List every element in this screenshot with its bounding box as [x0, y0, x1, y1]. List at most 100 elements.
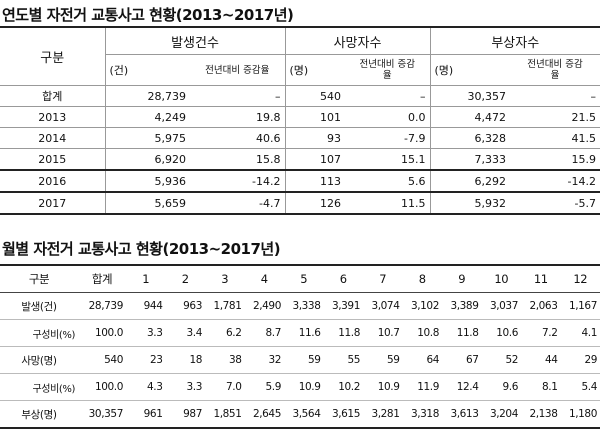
data-cell: 3,318 [402, 400, 442, 429]
data-cell: 23 [126, 346, 166, 374]
row-label: 구성비(%) [0, 319, 78, 347]
data-cell: 3,615 [323, 400, 363, 429]
data-cell: 11.9 [402, 373, 442, 401]
data-cell: 961 [126, 400, 166, 429]
header-cell: 3 [205, 265, 245, 293]
data-cell: – [510, 85, 600, 107]
row-label: 발생(건) [0, 292, 78, 320]
data-cell: 10.2 [323, 373, 363, 401]
header-cell: 2 [165, 265, 205, 293]
row-label: 2016 [0, 169, 105, 193]
data-cell: -5.7 [510, 192, 600, 215]
data-cell: -14.2 [190, 169, 285, 193]
data-cell: 9.6 [481, 373, 521, 401]
data-cell: 3,281 [363, 400, 403, 429]
data-cell: 3,074 [363, 292, 403, 320]
data-cell: 100.0 [78, 373, 126, 401]
data-row: 2017 5,659 -4.7 126 11.5 5,932 -5.7 [0, 192, 600, 215]
data-row: 부상(명) 30,357 961 987 1,851 2,645 3,564 3,615 3,2… [0, 400, 600, 429]
header-cell: 11 [521, 265, 561, 293]
data-cell: – [190, 85, 285, 107]
data-cell: 944 [126, 292, 166, 320]
data-cell: 101 [284, 106, 345, 128]
header-cell: 12 [560, 265, 600, 293]
data-cell: 10.8 [402, 319, 442, 347]
data-cell: 8.7 [244, 319, 284, 347]
data-cell: 44 [521, 346, 561, 374]
data-cell: 59 [284, 346, 324, 374]
data-cell: 0.0 [345, 106, 430, 128]
data-row: 2014 5,975 40.6 93 -7.9 6,328 41.5 [0, 127, 600, 149]
data-cell: 1,167 [560, 292, 600, 320]
header-row: 구분 발생건수 사망자수 부상자수 [0, 27, 600, 86]
data-cell: 55 [323, 346, 363, 374]
data-cell: 40.6 [190, 127, 285, 149]
data-cell: 7.2 [521, 319, 561, 347]
data-row: 2013 4,249 19.8 101 0.0 4,472 21.5 [0, 106, 600, 128]
data-cell: 10.7 [363, 319, 403, 347]
data-cell: 5,659 [104, 192, 190, 215]
data-row: 사망(명) 540 23 18 38 32 59 55 59 64 67 52 44 29 [0, 346, 600, 374]
data-cell: 3,613 [442, 400, 482, 429]
data-cell: 3.3 [126, 319, 166, 347]
row-label: 2017 [0, 192, 105, 215]
data-cell: 2,063 [521, 292, 561, 320]
data-cell: 5.4 [560, 373, 600, 401]
header-cell: 9 [442, 265, 482, 293]
data-cell: 28,739 [104, 85, 190, 107]
data-cell: 2,138 [521, 400, 561, 429]
data-cell: 6.2 [205, 319, 245, 347]
data-cell: 59 [363, 346, 403, 374]
header-cell: 전년대비 증감율 [190, 54, 285, 86]
data-cell: 107 [284, 148, 345, 171]
data-cell: 32 [244, 346, 284, 374]
header-cell: (명) [284, 54, 345, 86]
header-row: 구분 합계 1 2 3 4 5 6 7 8 9 10 11 12 [0, 265, 600, 293]
data-cell: 3.4 [165, 319, 205, 347]
header-cell: 10 [481, 265, 521, 293]
data-cell: 15.8 [190, 148, 285, 171]
data-cell: 4.3 [126, 373, 166, 401]
header-cell: 합계 [78, 265, 126, 293]
header-cell: 구분 [0, 265, 78, 293]
data-cell: 5,975 [104, 127, 190, 149]
data-cell: 5.6 [345, 169, 430, 193]
data-cell: 113 [284, 169, 345, 193]
data-cell: 11.8 [442, 319, 482, 347]
data-cell: 3,037 [481, 292, 521, 320]
data-cell: 30,357 [429, 85, 510, 107]
header-cell: 발생건수 [104, 27, 285, 55]
data-cell: 3.3 [165, 373, 205, 401]
data-cell: 5,936 [104, 169, 190, 193]
data-cell: 540 [284, 85, 345, 107]
data-cell: 3,389 [442, 292, 482, 320]
data-cell: 3,102 [402, 292, 442, 320]
data-cell: 4,249 [104, 106, 190, 128]
data-row: 2016 5,936 -14.2 113 5.6 6,292 -14.2 [0, 169, 600, 193]
header-cell: 전년대비 증감율 [345, 54, 430, 86]
header-cell: 8 [402, 265, 442, 293]
data-cell: -14.2 [510, 169, 600, 193]
data-cell: -4.7 [190, 192, 285, 215]
data-cell: 7.0 [205, 373, 245, 401]
data-cell: 7,333 [429, 148, 510, 171]
data-cell: 3,204 [481, 400, 521, 429]
header-cell: 5 [284, 265, 324, 293]
data-cell: 3,564 [284, 400, 324, 429]
data-cell: 10.6 [481, 319, 521, 347]
data-cell: 28,739 [78, 292, 126, 320]
data-cell: 6,920 [104, 148, 190, 171]
data-cell: 67 [442, 346, 482, 374]
row-label: 구성비(%) [0, 373, 78, 401]
data-row: 2015 6,920 15.8 107 15.1 7,333 15.9 [0, 148, 600, 171]
data-cell: 93 [284, 127, 345, 149]
data-cell: 3,391 [323, 292, 363, 320]
header-cell: 1 [126, 265, 166, 293]
data-cell: 21.5 [510, 106, 600, 128]
data-cell: 3,338 [284, 292, 324, 320]
header-cell: (건) [104, 54, 190, 86]
data-cell: 1,781 [205, 292, 245, 320]
header-cell: 부상자수 [429, 27, 600, 55]
data-cell: 52 [481, 346, 521, 374]
